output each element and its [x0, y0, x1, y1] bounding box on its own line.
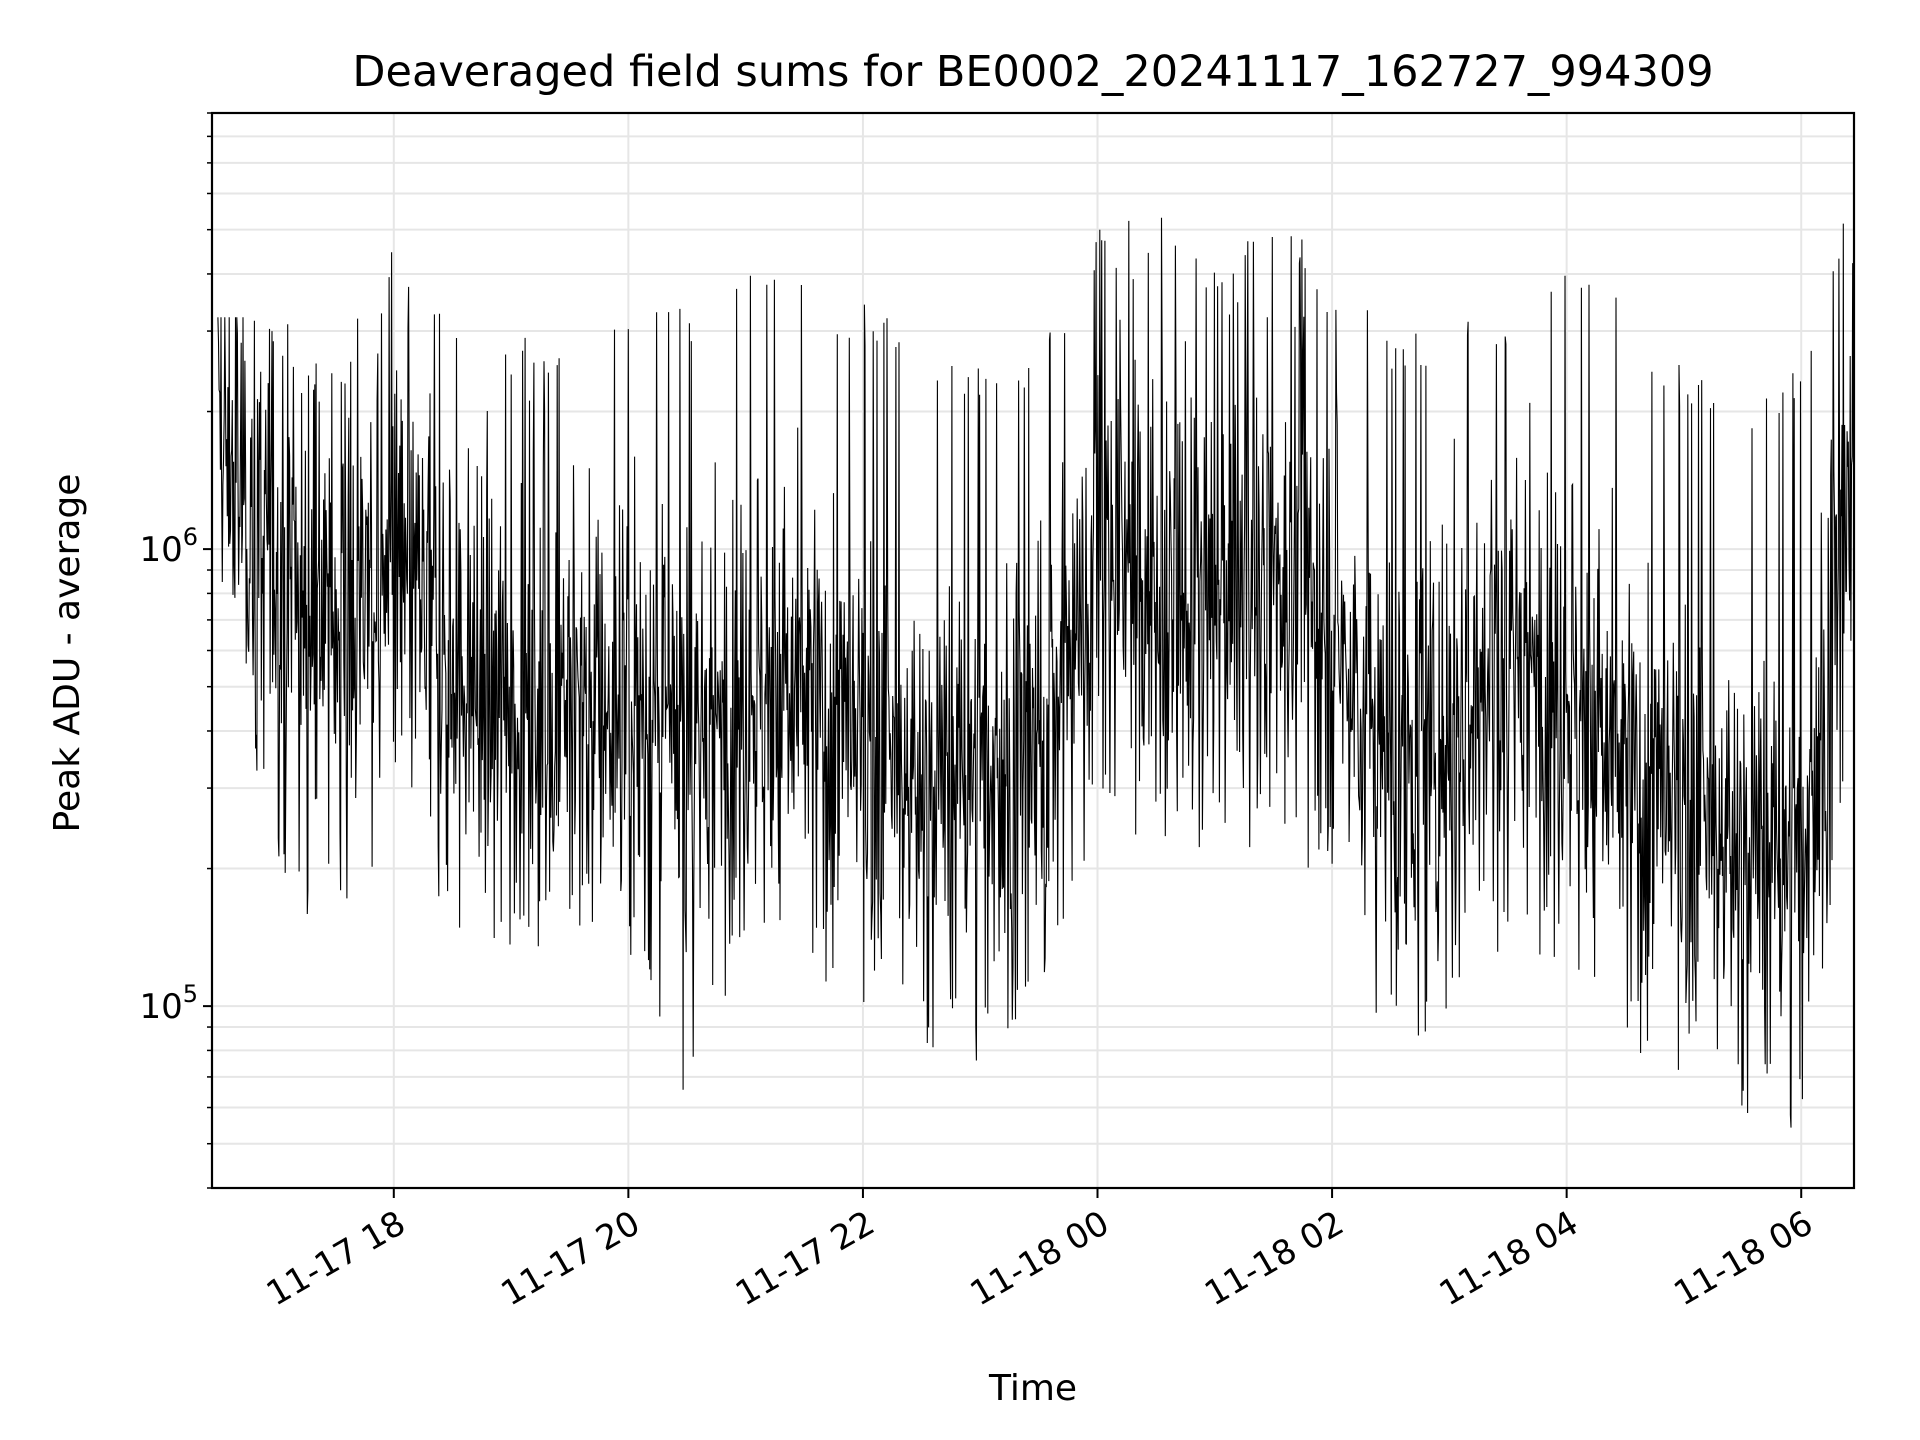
- y-axis: 105 106: [139, 112, 212, 1189]
- x-tick-label: 11-17 22: [729, 1203, 881, 1314]
- series-line: [217, 217, 1855, 1128]
- y-tick-label: 105: [139, 980, 198, 1027]
- y-tick-label: 106: [139, 523, 198, 570]
- y-axis-label: Peak ADU - average: [47, 474, 88, 833]
- x-axis-label: Time: [988, 1368, 1077, 1409]
- x-tick-label: 11-18 06: [1667, 1203, 1819, 1314]
- x-tick-label: 11-17 20: [494, 1203, 646, 1314]
- x-tick-label: 11-17 18: [260, 1203, 412, 1314]
- series: [217, 217, 1855, 1128]
- x-axis: 11-17 18 11-17 20 11-17 22 11-18 00 11-18 02…: [260, 1188, 1820, 1314]
- x-tick-label: 11-18 00: [964, 1203, 1116, 1314]
- chart-title: Deaveraged field sums for BE0002_2024111…: [352, 47, 1713, 97]
- x-tick-label: 11-18 02: [1198, 1203, 1350, 1314]
- x-tick-label: 11-18 04: [1433, 1203, 1585, 1314]
